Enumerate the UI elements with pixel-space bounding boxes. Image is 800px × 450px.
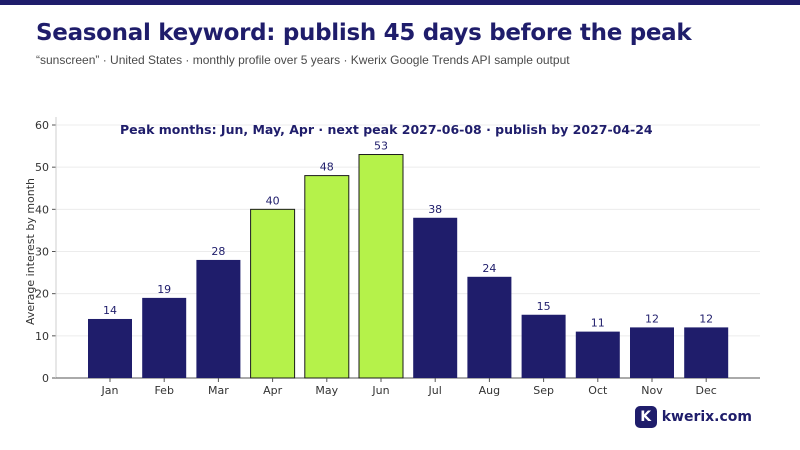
bar-sep — [521, 314, 566, 378]
x-tick-label-may: May — [315, 384, 338, 397]
y-tick-label: 30 — [35, 246, 49, 259]
bar-dec — [684, 327, 729, 378]
data-label-nov: 12 — [645, 312, 659, 325]
bar-mar — [196, 259, 241, 378]
x-tick-label-nov: Nov — [641, 384, 663, 397]
y-axis-label: Average interest by month — [24, 178, 37, 325]
bar-feb — [142, 297, 187, 378]
bar-aug — [467, 276, 512, 378]
page-title: Seasonal keyword: publish 45 days before… — [36, 20, 692, 46]
y-tick-label: 50 — [35, 161, 49, 174]
data-label-apr: 40 — [266, 194, 280, 207]
bar-may — [304, 175, 350, 379]
brand-name: kwerix.com — [661, 409, 752, 425]
x-tick-label-sep: Sep — [533, 384, 554, 397]
bar-oct — [575, 331, 620, 378]
bar-jul — [413, 217, 458, 378]
data-label-feb: 19 — [157, 283, 171, 296]
data-label-jan: 14 — [103, 304, 117, 317]
data-label-jul: 38 — [428, 203, 442, 216]
data-label-may: 48 — [320, 161, 334, 174]
y-tick-label: 60 — [35, 119, 49, 132]
bar-jan — [88, 318, 132, 378]
x-tick-label-apr: Apr — [263, 384, 283, 397]
y-tick-label: 0 — [42, 372, 49, 385]
data-label-aug: 24 — [482, 262, 496, 275]
bar-nov — [630, 327, 674, 378]
y-tick-label: 10 — [35, 330, 49, 343]
bar-apr — [250, 208, 296, 379]
x-tick-label-jan: Jan — [101, 384, 119, 397]
data-label-dec: 12 — [699, 312, 713, 325]
page-subtitle: “sunscreen” · United States · monthly pr… — [36, 53, 570, 67]
data-label-oct: 11 — [591, 317, 605, 330]
kwerix-logo-icon: K — [634, 406, 657, 428]
x-tick-label-aug: Aug — [479, 384, 500, 397]
x-tick-label-feb: Feb — [154, 384, 173, 397]
x-tick-label-dec: Dec — [696, 384, 717, 397]
y-tick-label: 40 — [35, 203, 49, 216]
y-tick-label: 20 — [35, 288, 49, 301]
x-tick-label-jun: Jun — [371, 384, 389, 397]
data-label-mar: 28 — [211, 245, 225, 258]
top-accent-bar — [0, 0, 800, 5]
bar-jun — [358, 154, 404, 379]
x-tick-label-oct: Oct — [588, 384, 608, 397]
x-tick-label-mar: Mar — [208, 384, 229, 397]
brand-logo[interactable]: K kwerix.com — [634, 406, 752, 428]
x-tick-label-jul: Jul — [428, 384, 442, 397]
data-label-jun: 53 — [374, 140, 388, 153]
data-label-sep: 15 — [537, 300, 551, 313]
chart-annotation: Peak months: Jun, May, Apr · next peak 2… — [120, 122, 653, 137]
